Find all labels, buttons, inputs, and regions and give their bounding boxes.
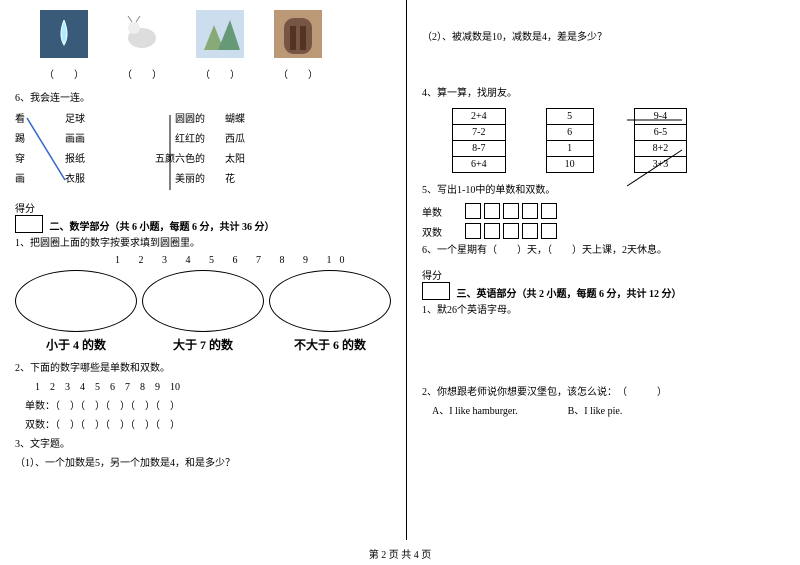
- match-area: 看 踢 穿 画 足球 画画 报纸 衣服 圆圆的 红红的 五颜六色的 美丽的 蝴蝶…: [15, 110, 391, 190]
- val: 5: [547, 109, 593, 125]
- word: 画画: [65, 130, 115, 150]
- score-label: 得分: [15, 200, 391, 215]
- score-label: 得分: [422, 267, 785, 282]
- oval-label: 大于 7 的数: [142, 336, 264, 353]
- score-row: 得分 二、数学部分（共 6 小题，每题 6 分，共计 36 分）: [15, 200, 391, 233]
- friend-boxes: 2+4 7-2 8-7 6+4 5 6 1 10 9-4 6-5 8+2 3+3: [452, 108, 785, 173]
- word: 看: [15, 110, 65, 130]
- word: 红红的: [115, 130, 205, 150]
- img-door: [274, 10, 322, 58]
- expr: 2+4: [453, 109, 505, 125]
- right-col: （2）、被减数是10，减数是4，差是多少？ 4、算一算，找朋友。 2+4 7-2…: [407, 0, 800, 540]
- paren-row: （ ） （ ） （ ） （ ）: [40, 66, 391, 81]
- q2-1: 1、把圆圈上面的数字按要求填到圆圈里。: [15, 236, 391, 252]
- match-col-2: 足球 画画 报纸 衣服: [65, 110, 115, 190]
- word: 西瓜: [225, 130, 275, 150]
- word: 踢: [15, 130, 65, 150]
- answer-square[interactable]: [522, 223, 538, 239]
- word: 足球: [65, 110, 115, 130]
- word: 美丽的: [115, 170, 205, 190]
- answer-square[interactable]: [465, 203, 481, 219]
- word: 太阳: [225, 150, 275, 170]
- answer-square[interactable]: [484, 223, 500, 239]
- word: 蝴蝶: [225, 110, 275, 130]
- img-water: [40, 10, 88, 58]
- oval[interactable]: [142, 270, 264, 332]
- word: 五颜六色的: [115, 150, 205, 170]
- expr: 3+3: [635, 157, 687, 172]
- match-col-4: 蝴蝶 西瓜 太阳 花: [225, 110, 275, 190]
- word: 报纸: [65, 150, 115, 170]
- match-col-1: 看 踢 穿 画: [15, 110, 65, 190]
- nums2: 1 2 3 4 5 6 7 8 9 10: [15, 380, 391, 396]
- answer-square[interactable]: [503, 223, 519, 239]
- q5: 5、写出1-10中的单数和双数。: [422, 183, 785, 199]
- img-goat: [118, 10, 166, 58]
- val: 6: [547, 125, 593, 141]
- page-footer: 第 2 页 共 4 页: [0, 546, 800, 561]
- q3-2: 2、你想跟老师说你想要汉堡包，该怎么说： （ ）: [422, 385, 785, 401]
- paren[interactable]: （ ）: [40, 66, 88, 81]
- paren[interactable]: （ ）: [274, 66, 322, 81]
- friend-box-1: 2+4 7-2 8-7 6+4: [452, 108, 506, 173]
- oval[interactable]: [15, 270, 137, 332]
- val: 1: [547, 141, 593, 157]
- odd-line[interactable]: 单数：（ ）（ ）（ ）（ ）（ ）: [15, 399, 391, 415]
- q4: 4、算一算，找朋友。: [422, 86, 785, 102]
- expr: 8+2: [635, 141, 687, 157]
- friend-box-3: 9-4 6-5 8+2 3+3: [634, 108, 688, 173]
- img-mountain: [196, 10, 244, 58]
- expr: 6-5: [635, 125, 687, 141]
- answer-square[interactable]: [541, 223, 557, 239]
- oval-label: 不大于 6 的数: [269, 336, 391, 353]
- friend-box-2: 5 6 1 10: [546, 108, 594, 173]
- q2-3: 3、文字题。: [15, 437, 391, 453]
- odd-label: 单数: [422, 204, 462, 219]
- q3-2a: A、I like hamburger. B、I like pie.: [422, 404, 785, 420]
- val: 10: [547, 157, 593, 172]
- q3-1: 1、默26个英语字母。: [422, 303, 785, 319]
- oval[interactable]: [269, 270, 391, 332]
- expr: 9-4: [635, 109, 687, 125]
- score-box[interactable]: [422, 282, 450, 300]
- oval-label: 小于 4 的数: [15, 336, 137, 353]
- answer-square[interactable]: [465, 223, 481, 239]
- expr: 7-2: [453, 125, 505, 141]
- oval-labels: 小于 4 的数 大于 7 的数 不大于 6 的数: [15, 336, 391, 353]
- ovals: [15, 270, 391, 332]
- q2-3a: （1）、一个加数是5，另一个加数是4，和是多少？: [15, 456, 391, 472]
- answer-square[interactable]: [484, 203, 500, 219]
- paren[interactable]: （ ）: [196, 66, 244, 81]
- word: 花: [225, 170, 275, 190]
- section2-title: 二、数学部分（共 6 小题，每题 6 分，共计 36 分）: [50, 222, 275, 233]
- even-line[interactable]: 双数：（ ）（ ）（ ）（ ）（ ）: [15, 418, 391, 434]
- q6-title: 6、我会连一连。: [15, 89, 391, 104]
- word: 穿: [15, 150, 65, 170]
- odd-row: 单数: [422, 203, 785, 219]
- answer-square[interactable]: [541, 203, 557, 219]
- q2-3b: （2）、被减数是10，减数是4，差是多少？: [422, 30, 785, 46]
- answer-square[interactable]: [503, 203, 519, 219]
- score-row-r: 得分 三、英语部分（共 2 小题，每题 6 分，共计 12 分）: [422, 267, 785, 300]
- q6r: 6、一个星期有（ ）天，（ ）天上课，2天休息。: [422, 243, 785, 259]
- expr: 8-7: [453, 141, 505, 157]
- word: 圆圆的: [115, 110, 205, 130]
- paren[interactable]: （ ）: [118, 66, 166, 81]
- even-label: 双数: [422, 224, 462, 239]
- section3-title: 三、英语部分（共 2 小题，每题 6 分，共计 12 分）: [457, 289, 682, 300]
- word: 画: [15, 170, 65, 190]
- answer-square[interactable]: [522, 203, 538, 219]
- q2-2: 2、下面的数字哪些是单数和双数。: [15, 361, 391, 377]
- image-row: [40, 10, 391, 58]
- word: 衣服: [65, 170, 115, 190]
- match-col-3: 圆圆的 红红的 五颜六色的 美丽的: [115, 110, 225, 190]
- score-box[interactable]: [15, 215, 43, 233]
- numbers: 1 2 3 4 5 6 7 8 9 10: [115, 255, 391, 266]
- expr: 6+4: [453, 157, 505, 172]
- writing-area[interactable]: [422, 322, 785, 382]
- even-row: 双数: [422, 223, 785, 239]
